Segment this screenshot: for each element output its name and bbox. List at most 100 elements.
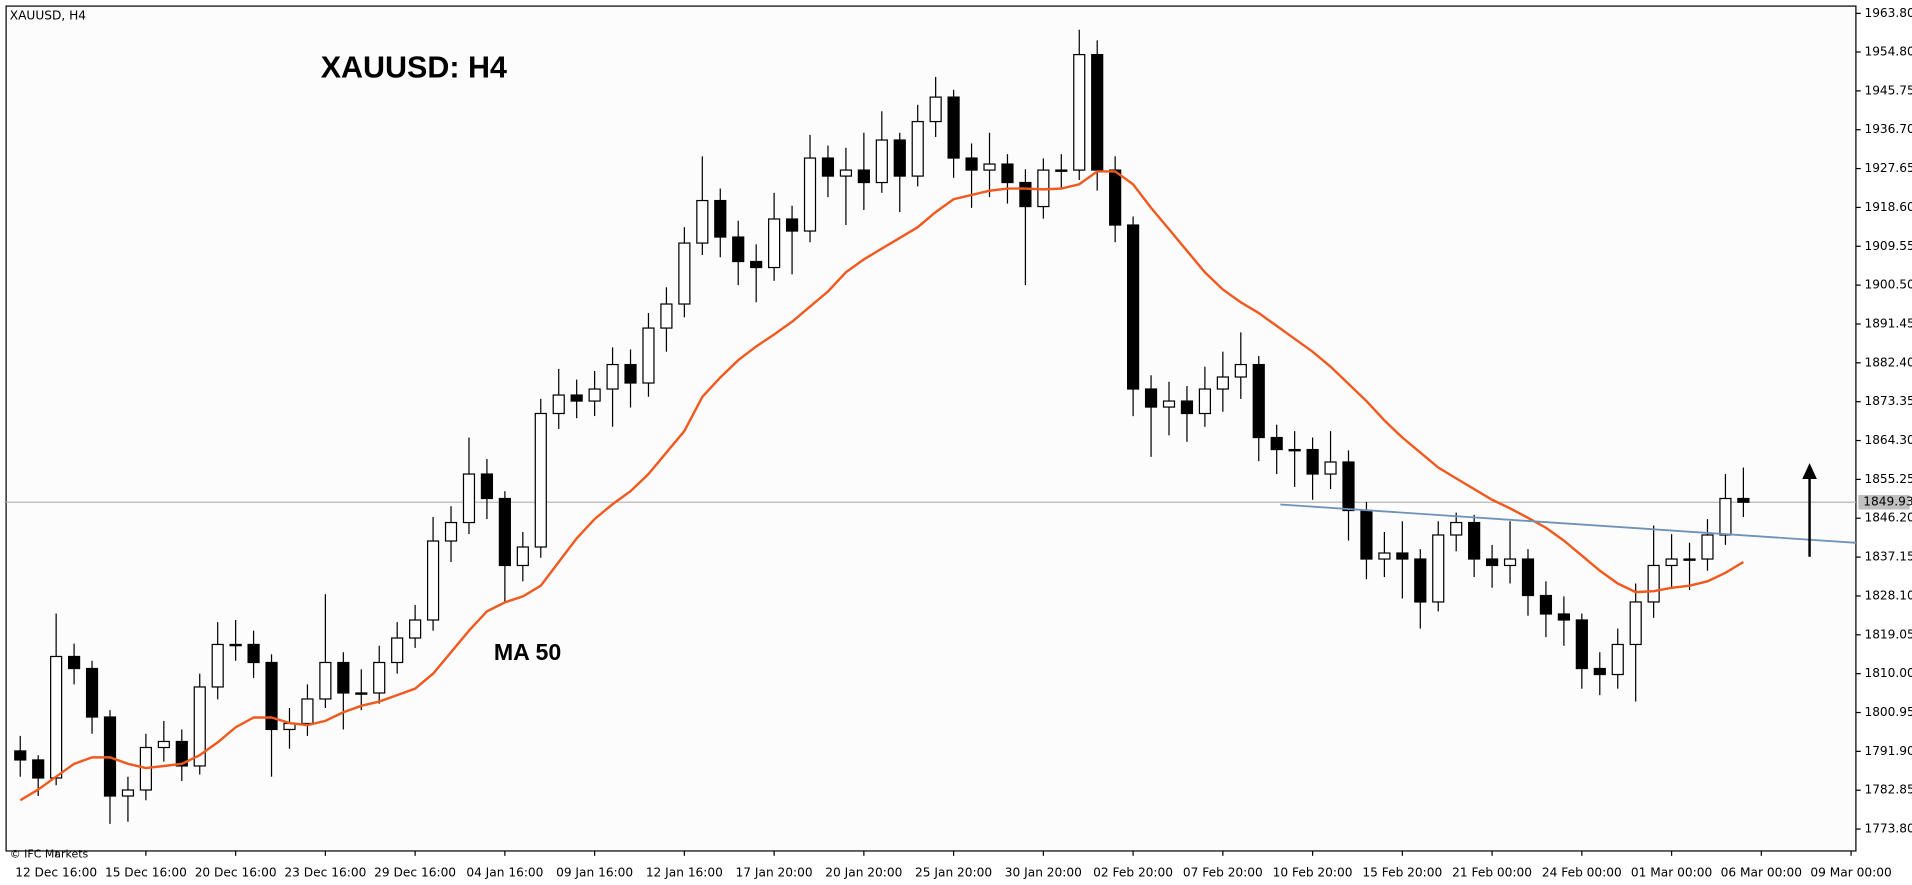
candle-body [1378,552,1391,560]
candle-body [1539,594,1553,615]
y-tick-label: 1846.20 [1864,511,1912,525]
candle-body [624,363,637,384]
x-tick-label: 09 Mar 00:00 [1810,865,1891,879]
candle-body [1719,497,1732,536]
trend-line [1280,503,1856,544]
candle-body [678,242,691,305]
candle-body [911,120,924,177]
candle-body [1557,613,1570,621]
candle-body [552,394,565,415]
candle-body [534,412,547,548]
x-tick-label: 24 Feb 00:00 [1542,865,1622,879]
x-tick-label: 10 Feb 20:00 [1273,865,1353,879]
candle-body [229,643,242,647]
y-tick-label: 1963.80 [1864,6,1912,20]
candle-body [714,199,727,238]
candle-body [803,157,817,232]
x-tick-label: 12 Jan 16:00 [646,865,723,879]
candle-body [857,169,870,184]
candle-body [1414,558,1427,603]
x-tick-label: 06 Mar 00:00 [1721,865,1802,879]
candle-body [1485,558,1499,567]
candle-body [839,169,853,177]
candle-body [1162,400,1176,408]
candle-body [14,750,27,761]
candle-body [821,157,835,177]
candle-body [265,661,278,731]
candle-body [947,96,960,159]
y-tick-label: 1791.90 [1864,744,1912,758]
candle-body [175,740,188,767]
candle-body [1360,509,1373,560]
candle-body [1432,534,1445,603]
candle-body [642,327,655,384]
y-tick-label: 1909.55 [1864,239,1912,253]
candle-body [1019,181,1032,208]
candle-body [355,692,368,695]
candle-body [750,260,763,269]
candle-body [1216,376,1229,390]
y-tick-label: 1945.75 [1864,83,1912,97]
x-tick-label: 23 Dec 16:00 [284,865,366,879]
candle-body [1127,224,1140,390]
candle-body [929,96,942,123]
candle-body [660,303,673,329]
candle-body [1647,564,1660,603]
x-tick-label: 01 Mar 00:00 [1631,865,1712,879]
x-tick-label: 20 Dec 16:00 [195,865,277,879]
y-tick-label: 1882.40 [1864,355,1912,369]
x-tick-label: 30 Jan 20:00 [1005,865,1082,879]
candle-body [444,521,458,542]
candle-body [319,661,332,700]
x-tick-label: 21 Feb 00:00 [1452,865,1532,879]
candle-body [1521,558,1535,597]
candle-body [1450,521,1463,536]
chart-title: XAUUSD: H4 [321,50,507,84]
candle-body [409,619,422,639]
candle-body [301,698,314,725]
candle-body [893,139,906,177]
arrow-head [1802,463,1817,479]
x-tick-label: 02 Feb 20:00 [1093,865,1173,879]
candle-body [1468,521,1481,560]
y-tick-label: 1855.25 [1864,472,1912,486]
candle-body [1091,53,1104,171]
plot-frame [5,5,1857,852]
up-arrow [1802,463,1817,557]
candle-body [785,218,799,232]
candle-body [1055,169,1068,172]
y-tick-label: 1864.30 [1864,433,1912,447]
current-price-label: 1849.93 [1863,495,1912,509]
y-tick-label: 1900.50 [1864,278,1912,292]
candle-body [426,540,440,621]
candle-body [516,546,529,567]
x-tick-label: 25 Jan 20:00 [915,865,992,879]
x-tick-label: 07 Feb 20:00 [1183,865,1263,879]
current-price-box [1858,494,1910,510]
candle-body [1683,558,1696,561]
candle-body [247,643,260,664]
candle-body [193,686,206,767]
x-tick-label: 04 Jan 16:00 [466,865,543,879]
candle-body [211,643,224,688]
candle-body [67,655,81,670]
candle-body [1270,436,1283,451]
y-tick-label: 1927.65 [1864,161,1912,175]
candle-body [732,236,745,263]
candle-body [983,163,996,171]
candle-body [965,157,978,171]
x-tick-label: 29 Dec 16:00 [374,865,456,879]
candle-body [1109,169,1122,226]
candle-body [1180,400,1194,415]
copyright: © IFC Markets [10,848,89,861]
candle-body [1288,448,1301,452]
x-tick-label: 17 Jan 20:00 [736,865,813,879]
candle-body [1144,388,1158,408]
candle-body [768,218,781,269]
symbol-label: XAUUSD, H4 [10,8,87,22]
candle-body [462,473,476,524]
y-tick-label: 1800.95 [1864,705,1912,719]
candle-body [50,655,63,779]
x-tick-label: 15 Feb 20:00 [1362,865,1442,879]
